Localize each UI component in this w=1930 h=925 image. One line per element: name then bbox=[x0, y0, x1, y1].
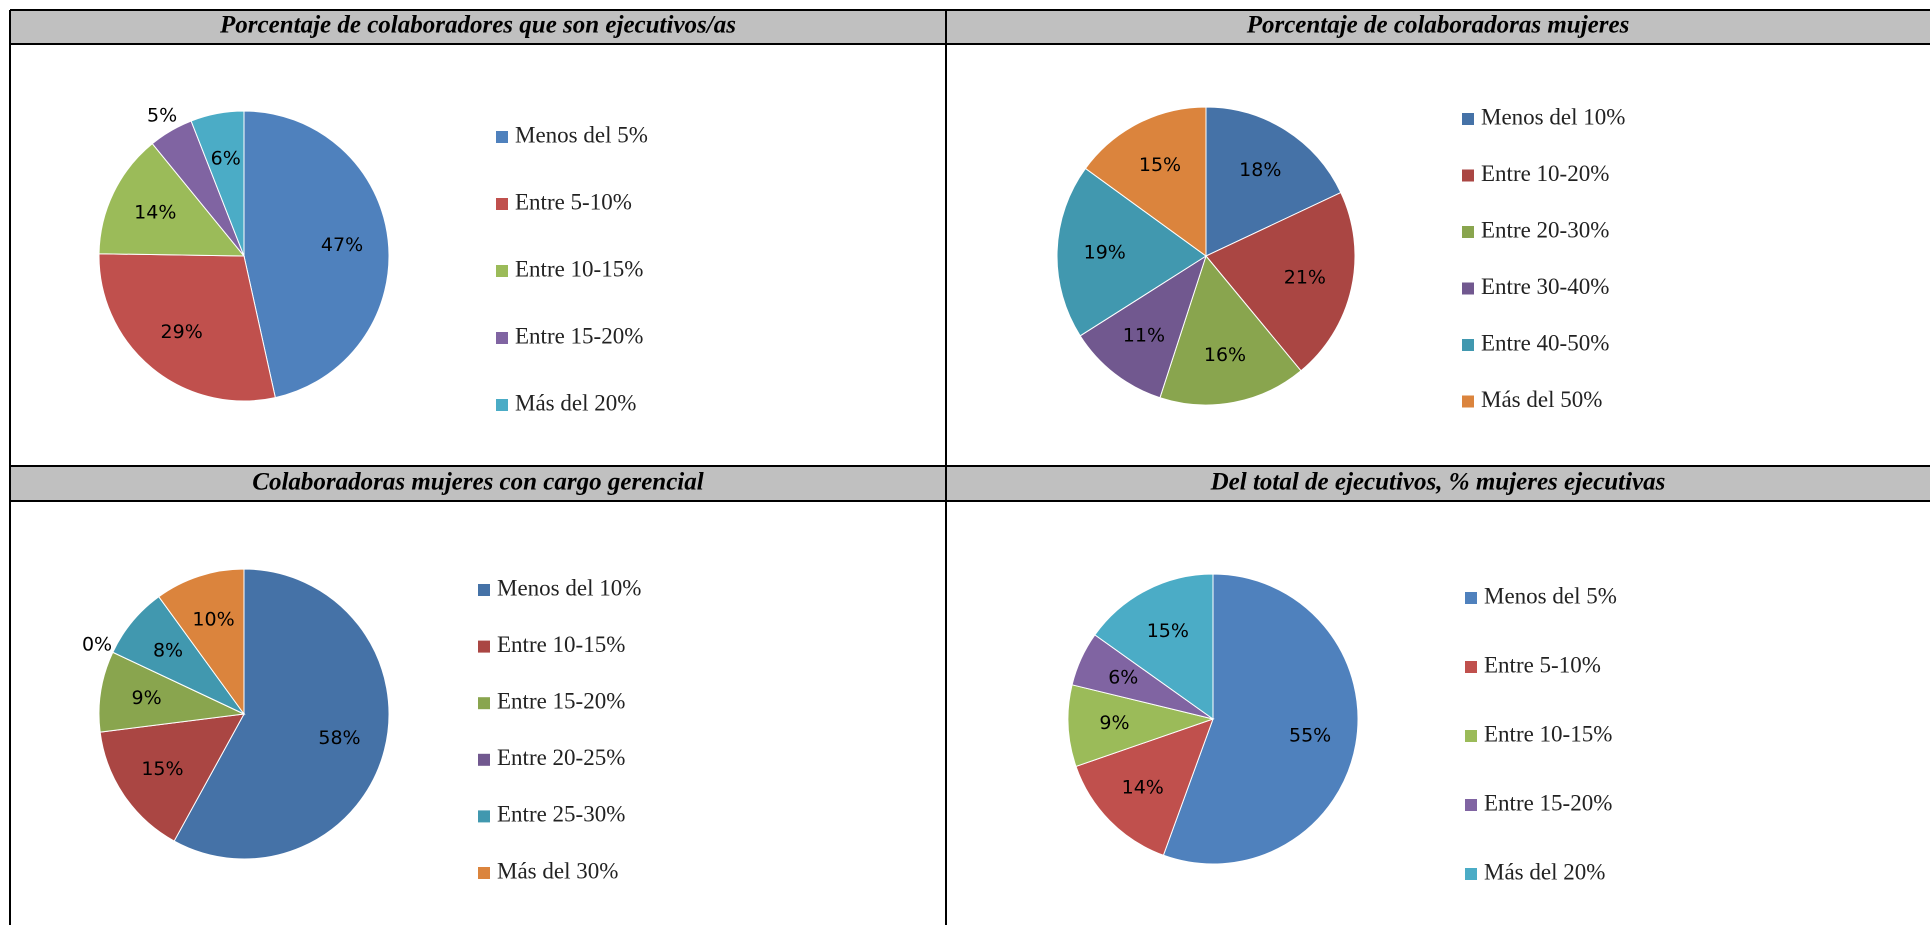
pie-slice bbox=[158, 568, 245, 716]
data-label: 29% bbox=[161, 321, 203, 343]
legend-label: Entre 15-20% bbox=[1484, 790, 1612, 815]
pie-slice bbox=[99, 713, 245, 842]
legend-swatch bbox=[478, 640, 490, 653]
data-label: 55% bbox=[1289, 725, 1331, 747]
chart-title: Colaboradoras mujeres con cargo gerencia… bbox=[252, 469, 703, 496]
table-grid bbox=[9, 9, 1930, 925]
legend-label: Entre 10-15% bbox=[515, 256, 643, 281]
data-label: 6% bbox=[211, 148, 241, 170]
legend-label: Más del 50% bbox=[1481, 387, 1602, 412]
legend-swatch bbox=[478, 810, 490, 823]
pie-slice bbox=[98, 142, 246, 257]
data-label: 5% bbox=[147, 104, 177, 126]
pie-slice bbox=[98, 253, 276, 402]
legend-label: Menos del 10% bbox=[497, 575, 641, 600]
pie-slice bbox=[1162, 573, 1359, 865]
legend-label: Entre 10-15% bbox=[497, 632, 625, 657]
pie-slice bbox=[243, 110, 390, 399]
legend-swatch bbox=[496, 332, 508, 344]
legend-label: Entre 25-30% bbox=[497, 802, 625, 827]
legend-label: Entre 15-20% bbox=[497, 688, 625, 713]
data-label: 15% bbox=[141, 758, 183, 780]
legend-swatch bbox=[1462, 395, 1474, 408]
legend-swatch bbox=[1465, 661, 1477, 673]
legend-swatch bbox=[1462, 113, 1474, 125]
legend-label: Menos del 10% bbox=[1481, 104, 1625, 129]
legend-label: Entre 20-25% bbox=[497, 745, 625, 770]
legend-swatch bbox=[1462, 339, 1474, 351]
pie-slice bbox=[1159, 254, 1302, 406]
header-row bbox=[10, 10, 1930, 44]
data-label: 6% bbox=[1108, 667, 1138, 689]
legend-swatch bbox=[1465, 730, 1477, 742]
data-label: 10% bbox=[192, 609, 234, 631]
legend-label: Entre 30-40% bbox=[1481, 274, 1609, 299]
chart-title: Porcentaje de colaboradoras mujeres bbox=[1246, 12, 1630, 39]
data-label: 21% bbox=[1284, 267, 1326, 289]
pie-slice bbox=[1067, 684, 1215, 768]
pie-slice bbox=[1075, 718, 1214, 856]
legend-swatch bbox=[496, 265, 508, 277]
data-label: 9% bbox=[132, 687, 162, 709]
legend-label: Más del 20% bbox=[1484, 859, 1605, 884]
legend-label: Más del 20% bbox=[515, 390, 636, 415]
legend-label: Más del 30% bbox=[497, 858, 618, 883]
pie-slice bbox=[1084, 106, 1207, 257]
data-label: 0% bbox=[82, 633, 112, 655]
legend-label: Entre 5-10% bbox=[515, 189, 632, 214]
legend-swatch bbox=[478, 697, 490, 710]
data-label: 47% bbox=[321, 234, 363, 256]
legend-swatch bbox=[496, 198, 508, 210]
data-label: 18% bbox=[1239, 159, 1281, 181]
legend-swatch bbox=[478, 867, 490, 879]
legend-swatch bbox=[1462, 169, 1474, 182]
chart-title: Porcentaje de colaboradores que son ejec… bbox=[219, 12, 736, 39]
data-label: 15% bbox=[1147, 620, 1189, 642]
data-label: 14% bbox=[1122, 777, 1164, 799]
data-label: 11% bbox=[1123, 325, 1165, 347]
pie-slice bbox=[1205, 191, 1356, 372]
legend-label: Entre 15-20% bbox=[515, 323, 643, 348]
legend-label: Entre 10-15% bbox=[1484, 721, 1612, 746]
legend-swatch bbox=[1465, 592, 1477, 604]
legend-label: Entre 20-30% bbox=[1481, 217, 1609, 242]
legend-label: Entre 40-50% bbox=[1481, 330, 1609, 355]
legend-label: Menos del 5% bbox=[515, 122, 648, 147]
data-label: 8% bbox=[153, 640, 183, 662]
data-label: 14% bbox=[134, 202, 176, 224]
pie-slice bbox=[98, 651, 246, 733]
data-label: 58% bbox=[318, 727, 360, 749]
pie-slice bbox=[1079, 254, 1207, 399]
data-label: 16% bbox=[1204, 344, 1246, 366]
pie-slice bbox=[173, 568, 390, 860]
legend-swatch bbox=[1462, 282, 1474, 295]
header-row bbox=[10, 466, 1930, 501]
pie-slice bbox=[1094, 573, 1214, 720]
pie-slice bbox=[1056, 167, 1207, 337]
pie-slice bbox=[190, 110, 245, 257]
legend-label: Menos del 5% bbox=[1484, 583, 1617, 608]
legend-swatch bbox=[1462, 226, 1474, 238]
legend-swatch bbox=[496, 399, 508, 411]
data-label: 9% bbox=[1099, 712, 1129, 734]
chart-title: Del total de ejecutivos, % mujeres ejecu… bbox=[1210, 469, 1666, 496]
legend-label: Entre 10-20% bbox=[1481, 161, 1609, 186]
legend-label: Entre 5-10% bbox=[1484, 652, 1601, 677]
data-label: 15% bbox=[1139, 154, 1181, 176]
pie-slice bbox=[1205, 106, 1342, 257]
legend-swatch bbox=[478, 753, 490, 766]
legend-swatch bbox=[496, 131, 508, 143]
data-label: 19% bbox=[1084, 241, 1126, 263]
legend-swatch bbox=[478, 584, 490, 596]
legend-swatch bbox=[1465, 868, 1477, 880]
legend-swatch bbox=[1465, 799, 1477, 811]
